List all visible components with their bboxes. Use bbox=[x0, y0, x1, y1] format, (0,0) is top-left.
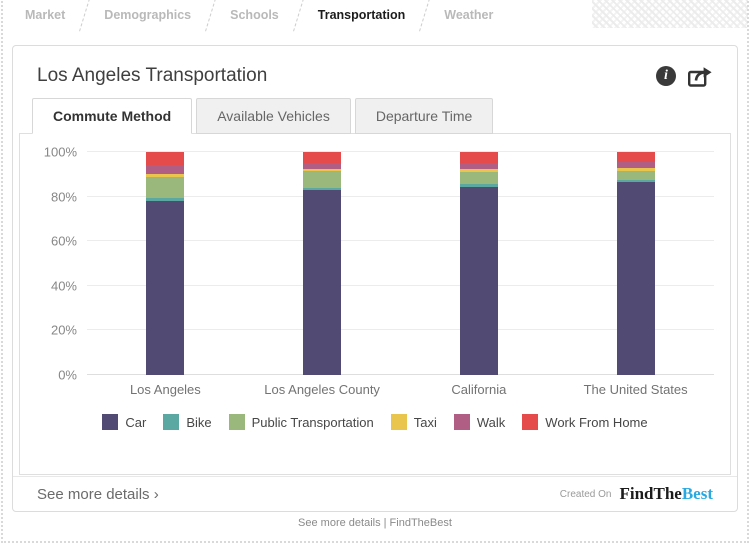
x-label-los-angeles-county: Los Angeles County bbox=[264, 382, 380, 397]
chart-panel: 0% 20% 40% 60% 80% 100% Los Angeles Los Angele… bbox=[19, 133, 731, 475]
card-footer: See more details › Created On FindTheBes… bbox=[13, 476, 737, 511]
bar-segment-walk[interactable] bbox=[616, 162, 655, 168]
stacked-bar-los-angeles-county bbox=[303, 152, 342, 375]
bar-los-angeles-county bbox=[244, 152, 401, 375]
bar-segment-car[interactable] bbox=[146, 201, 185, 375]
findthebest-logo[interactable]: FindTheBest bbox=[619, 484, 713, 504]
see-more-link[interactable]: See more details › bbox=[37, 485, 159, 503]
bar-segment-bike[interactable] bbox=[146, 197, 185, 202]
sub-tab-available-vehicles[interactable]: Available Vehicles bbox=[196, 98, 351, 134]
hatch-pattern bbox=[592, 0, 748, 28]
bar-segment-car[interactable] bbox=[616, 182, 655, 375]
chart-legend: Car Bike Public Transportation Taxi Walk Work… bbox=[20, 414, 730, 430]
bar-segment-walk[interactable] bbox=[146, 165, 185, 175]
top-tab-weather[interactable]: Weather bbox=[444, 7, 494, 22]
bar-segment-bike[interactable] bbox=[616, 179, 655, 183]
bar-segment-work-from-home[interactable] bbox=[146, 152, 185, 166]
title-actions bbox=[656, 64, 713, 88]
bar-segment-taxi[interactable] bbox=[303, 168, 342, 171]
gridline-20 bbox=[87, 329, 714, 331]
bar-segment-bike[interactable] bbox=[303, 187, 342, 190]
gridline-100 bbox=[87, 151, 714, 152]
brand-dark-text: FindThe bbox=[619, 484, 682, 503]
bar-segment-car[interactable] bbox=[303, 189, 342, 375]
sub-tab-commute-method[interactable]: Commute Method bbox=[32, 98, 193, 134]
bar-segment-work-from-home[interactable] bbox=[616, 152, 655, 163]
legend-item-public-transportation[interactable]: Public Transportation bbox=[228, 414, 374, 430]
sub-tab-bar: Commute Method Available Vehicles Departur… bbox=[13, 98, 737, 134]
bar-segment-public-transportation[interactable] bbox=[616, 170, 655, 180]
bar-los-angeles bbox=[87, 152, 244, 375]
top-tab-schools[interactable]: Schools bbox=[230, 7, 279, 22]
created-on-label: Created On bbox=[559, 488, 612, 500]
stacked-bar-los-angeles bbox=[146, 152, 185, 375]
legend-swatch-work-from-home bbox=[522, 414, 539, 430]
top-tab-transportation[interactable]: Transportation bbox=[317, 7, 406, 22]
info-icon[interactable] bbox=[656, 66, 676, 86]
legend-label-taxi: Taxi bbox=[413, 414, 437, 430]
x-label-los-angeles: Los Angeles bbox=[129, 382, 201, 397]
gridline-60 bbox=[87, 240, 714, 242]
transportation-card: Los Angeles Transportation Commute Metho… bbox=[12, 45, 738, 512]
legend-swatch-walk bbox=[453, 414, 470, 430]
x-label-the-united-states: The United States bbox=[583, 382, 688, 397]
x-label-california: California bbox=[451, 382, 507, 397]
bar-segment-taxi[interactable] bbox=[146, 174, 185, 177]
bar-segment-taxi[interactable] bbox=[616, 167, 655, 171]
page-footer-links[interactable]: See more details | FindTheBest bbox=[298, 517, 452, 529]
bar-the-united-states bbox=[557, 152, 714, 375]
legend-item-car[interactable]: Car bbox=[102, 414, 146, 430]
legend-label-car: Car bbox=[125, 414, 147, 430]
legend-label-bike: Bike bbox=[186, 414, 212, 430]
x-axis-labels: Los Angeles Los Angeles County California T… bbox=[87, 382, 714, 397]
legend-label-work-from-home: Work From Home bbox=[545, 414, 648, 430]
top-tab-bar: Market Demographics Schools Transportation W… bbox=[6, 0, 590, 31]
legend-item-walk[interactable]: Walk bbox=[453, 414, 506, 430]
legend-item-bike[interactable]: Bike bbox=[163, 414, 212, 430]
sub-tab-departure-time[interactable]: Departure Time bbox=[354, 98, 494, 134]
bar-california bbox=[401, 152, 558, 375]
bar-segment-work-from-home[interactable] bbox=[459, 152, 498, 164]
bar-segment-work-from-home[interactable] bbox=[303, 152, 342, 164]
chart: 0% 20% 40% 60% 80% 100% bbox=[20, 145, 730, 383]
bars-layer bbox=[87, 152, 714, 375]
card-header: Los Angeles Transportation bbox=[13, 46, 737, 98]
created-on-wrap: Created On FindTheBest bbox=[560, 484, 713, 504]
stacked-bar-california bbox=[459, 152, 498, 375]
top-tab-demographics[interactable]: Demographics bbox=[104, 7, 192, 22]
share-icon[interactable] bbox=[687, 64, 713, 88]
bar-segment-public-transportation[interactable] bbox=[459, 172, 498, 185]
legend-swatch-taxi bbox=[390, 414, 407, 430]
legend-swatch-bike bbox=[163, 414, 180, 430]
top-tab-market[interactable]: Market bbox=[25, 7, 66, 22]
y-tick-20: 20% bbox=[50, 322, 77, 338]
y-tick-40: 40% bbox=[50, 278, 77, 294]
y-tick-60: 60% bbox=[50, 233, 77, 249]
bar-segment-car[interactable] bbox=[459, 186, 498, 375]
page-title: Los Angeles Transportation bbox=[37, 65, 268, 86]
legend-item-work-from-home[interactable]: Work From Home bbox=[522, 414, 648, 430]
bar-segment-taxi[interactable] bbox=[459, 168, 498, 173]
brand-light-text: Best bbox=[681, 484, 713, 503]
y-tick-100: 100% bbox=[43, 144, 77, 160]
legend-item-taxi[interactable]: Taxi bbox=[390, 414, 437, 430]
legend-swatch-car bbox=[102, 414, 119, 430]
stacked-bar-the-united-states bbox=[616, 152, 655, 375]
y-tick-80: 80% bbox=[50, 189, 77, 205]
gridline-0 bbox=[87, 374, 714, 375]
y-tick-0: 0% bbox=[58, 367, 77, 383]
bar-segment-walk[interactable] bbox=[459, 163, 498, 169]
legend-label-public-transportation: Public Transportation bbox=[251, 414, 374, 430]
bar-segment-walk[interactable] bbox=[303, 163, 342, 169]
gridline-40 bbox=[87, 284, 714, 286]
bar-segment-public-transportation[interactable] bbox=[146, 176, 185, 198]
plot-area bbox=[87, 151, 714, 375]
legend-label-walk: Walk bbox=[476, 414, 506, 430]
legend-swatch-public-transportation bbox=[228, 414, 245, 430]
bar-segment-bike[interactable] bbox=[459, 184, 498, 187]
bar-segment-public-transportation[interactable] bbox=[303, 170, 342, 188]
gridline-80 bbox=[87, 195, 714, 197]
y-axis: 0% 20% 40% 60% 80% 100% bbox=[20, 145, 87, 383]
